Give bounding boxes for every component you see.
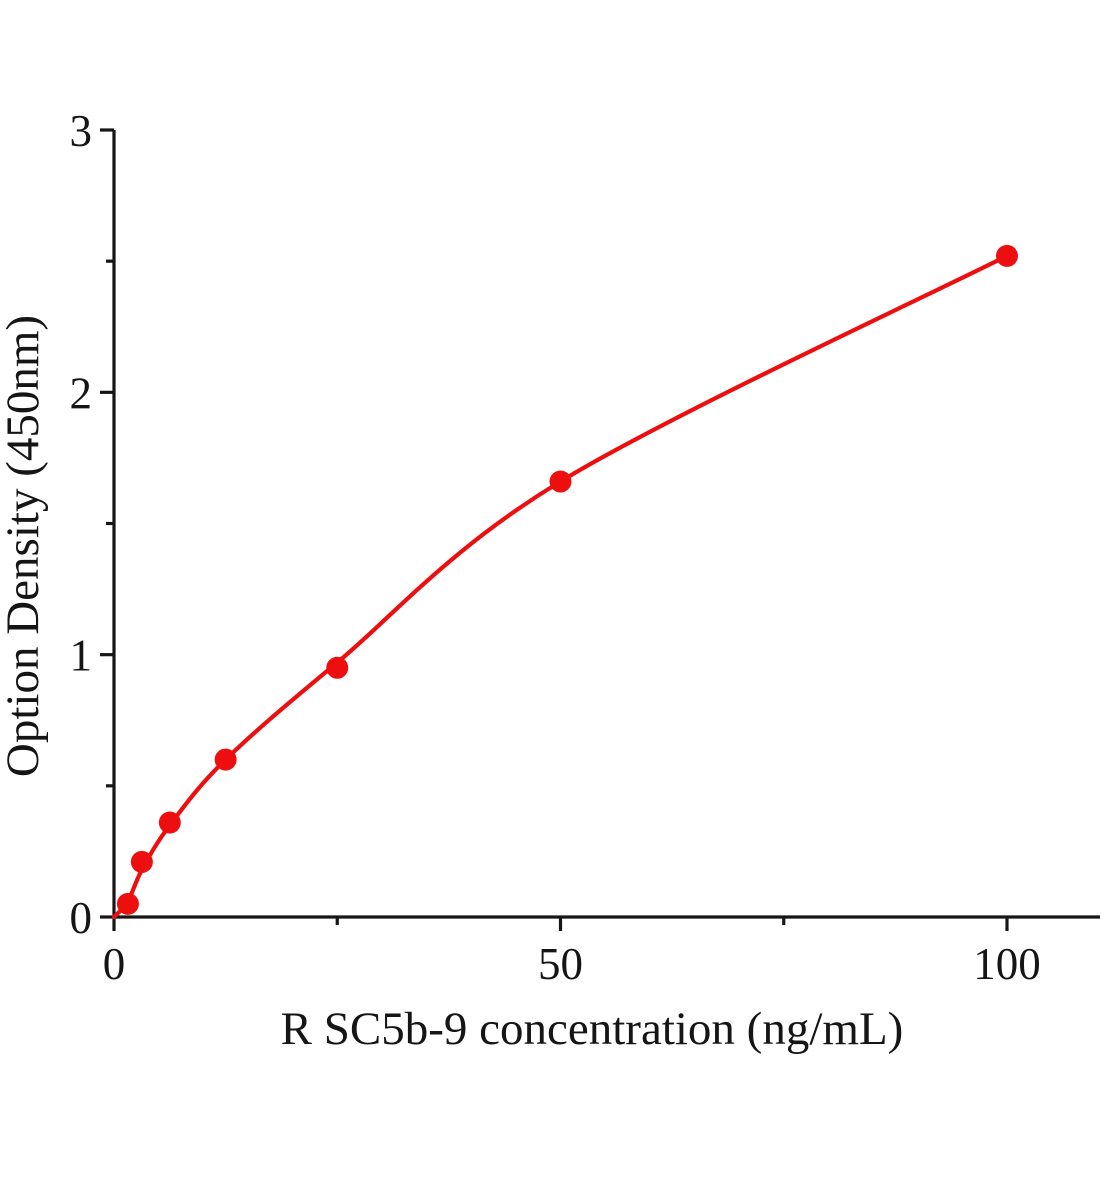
x-tick-label: 0 xyxy=(103,939,126,989)
data-point-marker xyxy=(996,244,1018,267)
axes-layer xyxy=(112,130,1100,919)
x-tick-label: 100 xyxy=(973,939,1041,989)
curve-layer xyxy=(111,253,1010,920)
y-tick-label: 0 xyxy=(70,893,93,943)
x-axis-title: R SC5b-9 concentration (ng/mL) xyxy=(281,1003,904,1055)
markers-layer xyxy=(116,244,1018,915)
y-axis-title: Option Density (450nm) xyxy=(0,315,49,777)
tick-labels-layer: 0 50 100 0 1 2 3 xyxy=(70,106,1041,989)
data-point-marker xyxy=(214,748,237,771)
data-point-marker xyxy=(326,656,349,679)
ticks-layer xyxy=(100,128,1009,931)
data-point-marker xyxy=(549,470,572,493)
fit-curve xyxy=(111,253,1010,920)
y-tick-label: 2 xyxy=(70,368,93,418)
data-point-marker xyxy=(130,850,153,873)
data-point-marker xyxy=(116,892,139,915)
y-tick-label: 1 xyxy=(70,631,93,681)
data-point-marker xyxy=(158,811,181,834)
x-tick-label: 50 xyxy=(538,939,583,989)
y-tick-label: 3 xyxy=(70,106,93,156)
